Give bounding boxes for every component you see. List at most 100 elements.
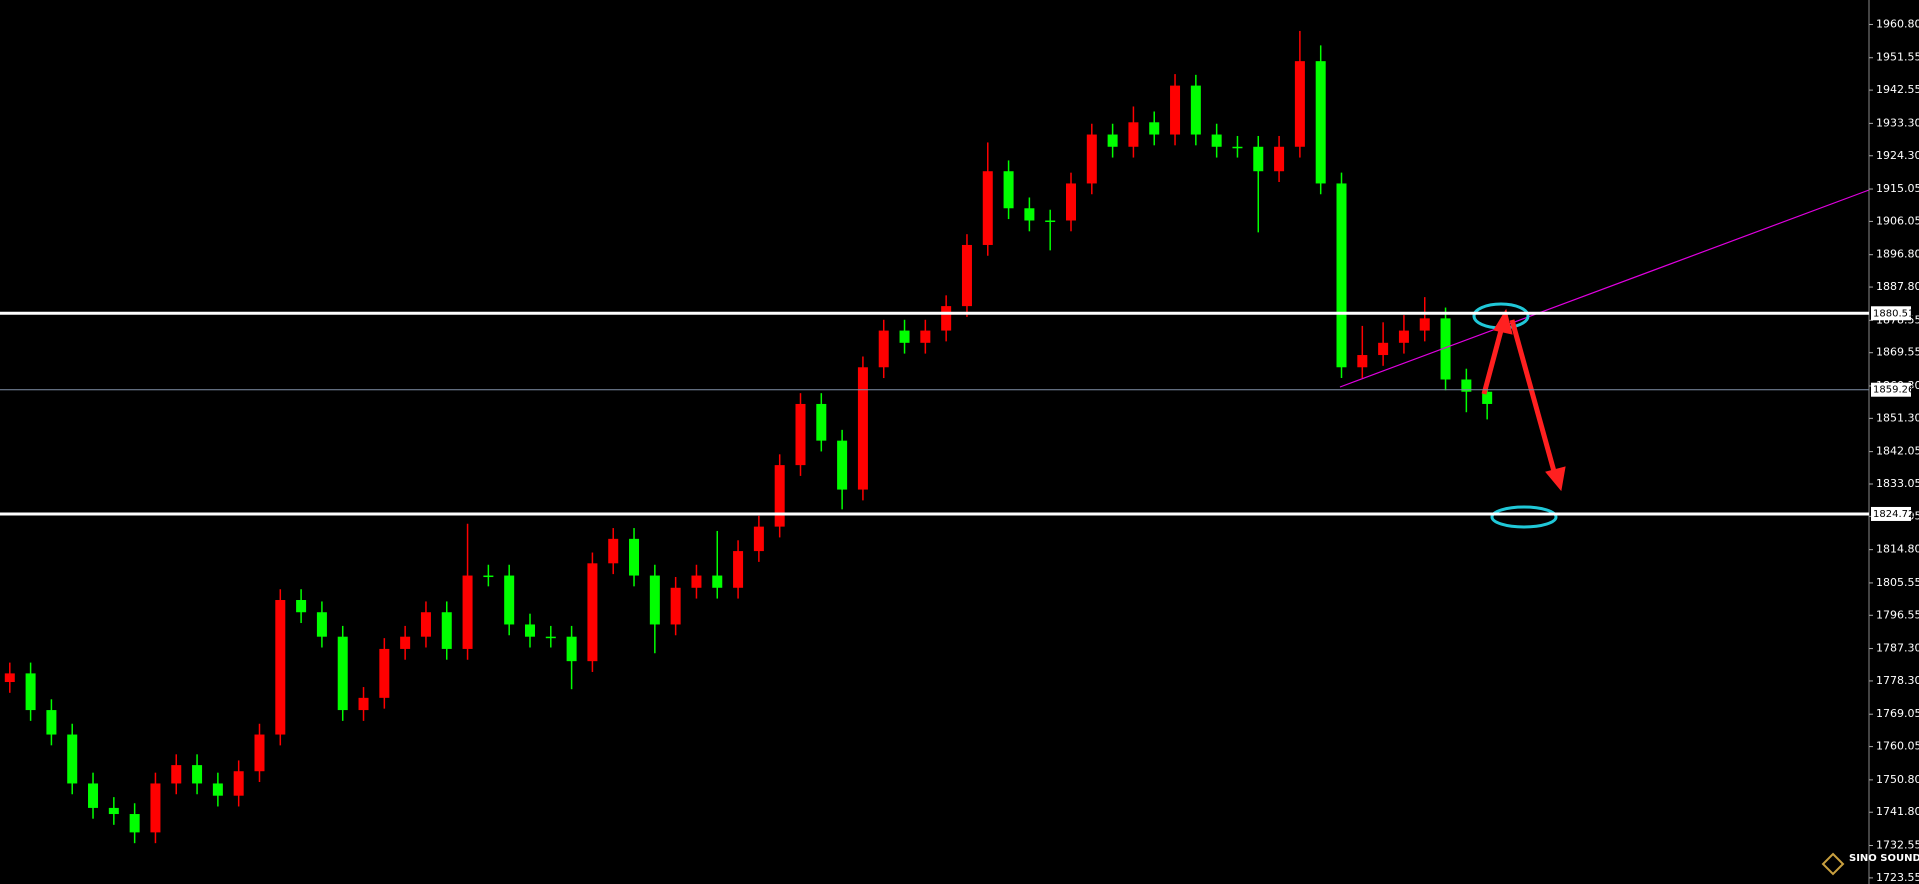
candle-body: [1170, 85, 1181, 135]
arrow-down: [1509, 319, 1558, 476]
candle-body: [1294, 61, 1305, 147]
level-label-box: [1871, 506, 1911, 521]
arrow-up: [1481, 322, 1506, 395]
y-tick-label: 1869.55: [1876, 346, 1919, 359]
candle-body: [441, 612, 452, 649]
y-tick-label: 1887.80: [1876, 280, 1919, 293]
y-tick-label: 1924.30: [1876, 149, 1919, 162]
candle-body: [129, 814, 140, 833]
candle-body: [1086, 134, 1097, 184]
candle-body: [1190, 85, 1201, 135]
candle-body: [1274, 146, 1285, 172]
y-tick-label: 1896.80: [1876, 248, 1919, 261]
y-tick-label: 1769.05: [1876, 707, 1919, 720]
candle-body: [1045, 220, 1056, 223]
candle-body: [1003, 171, 1014, 209]
y-tick-label: 1960.80: [1876, 17, 1919, 30]
y-tick-label: 1796.55: [1876, 608, 1919, 621]
y-tick-label: 1851.30: [1876, 411, 1919, 424]
candle-body: [420, 612, 431, 637]
candle-body: [1024, 208, 1035, 221]
trendline: [1339, 189, 1870, 388]
y-tick-label: 1814.80: [1876, 543, 1919, 556]
y-tick-label: 1933.30: [1876, 116, 1919, 129]
current-price-label: 1859.26: [1873, 385, 1914, 396]
candle-body: [1461, 379, 1472, 392]
candle-body: [4, 673, 15, 683]
candle-body: [1419, 318, 1430, 331]
y-tick-label: 1750.80: [1876, 773, 1919, 786]
candle-body: [88, 783, 99, 808]
candle-body: [316, 612, 327, 637]
candle-body: [1253, 146, 1264, 172]
candle-body: [857, 367, 868, 490]
candle-body: [712, 575, 723, 588]
candle-body: [108, 807, 119, 815]
logo: SINO SOUND: [1821, 852, 1919, 876]
candle-body: [837, 440, 848, 490]
forecast-arrows: [1481, 308, 1566, 492]
candle-body: [254, 734, 265, 772]
candle-body: [1232, 146, 1243, 149]
candle-body: [649, 575, 660, 625]
candle-body: [296, 600, 307, 613]
candle-body: [691, 575, 702, 588]
candle-body: [337, 636, 348, 711]
y-tick-label: 1833.05: [1876, 477, 1919, 490]
y-tick-label: 1951.55: [1876, 51, 1919, 64]
level-label: 1880.51: [1873, 308, 1914, 319]
candle-body: [961, 244, 972, 307]
candle-body: [899, 330, 910, 343]
y-tick-label: 1915.05: [1876, 182, 1919, 195]
watermark: SINO SOUND: [1849, 853, 1919, 864]
candle-body: [753, 526, 764, 552]
candle-body: [483, 575, 494, 578]
candle-body: [982, 171, 993, 245]
candle-body: [1336, 183, 1347, 368]
y-tick-label: 1906.05: [1876, 214, 1919, 227]
candle-body: [1378, 342, 1389, 356]
y-tick-label: 1942.55: [1876, 83, 1919, 96]
y-tick-label: 1732.55: [1876, 839, 1919, 852]
candle-body: [192, 765, 203, 784]
candle-body: [46, 710, 57, 735]
candle-body: [171, 765, 182, 784]
candle-body: [629, 538, 640, 576]
candle-body: [25, 673, 36, 711]
candle-body: [941, 306, 952, 331]
candle-body: [1440, 318, 1451, 380]
candle-body: [150, 783, 161, 833]
y-tick-label: 1723.55: [1876, 871, 1919, 884]
y-tick-label: 1787.30: [1876, 642, 1919, 655]
y-tick-label: 1778.30: [1876, 674, 1919, 687]
candle-body: [1211, 134, 1222, 147]
candle-body: [1107, 134, 1118, 147]
candle-body: [462, 575, 473, 649]
candle-body: [1066, 183, 1076, 221]
level-label-box: [1871, 306, 1911, 321]
current-price-box: [1871, 382, 1911, 397]
candle-body: [1398, 330, 1409, 343]
candle-body: [878, 330, 889, 368]
candle-body: [545, 636, 556, 639]
candle-body: [566, 636, 577, 662]
candle-body: [504, 575, 515, 625]
arrow-head: [1493, 308, 1513, 335]
candle-body: [379, 648, 390, 698]
candle-body: [212, 783, 223, 796]
candle-body: [233, 771, 244, 796]
y-tick-label: 1805.55: [1876, 576, 1919, 589]
candle-body: [524, 624, 535, 637]
candle-body: [400, 636, 411, 649]
candle-body: [670, 587, 681, 625]
y-tick-label: 1741.80: [1876, 805, 1919, 818]
logo-mark: [1821, 852, 1845, 876]
candle-body: [816, 403, 827, 441]
candle-body: [1482, 391, 1493, 404]
candle-body: [1128, 122, 1139, 147]
candle-body: [733, 551, 744, 588]
target-ellipse: [1490, 505, 1558, 529]
candle-body: [1149, 122, 1160, 135]
